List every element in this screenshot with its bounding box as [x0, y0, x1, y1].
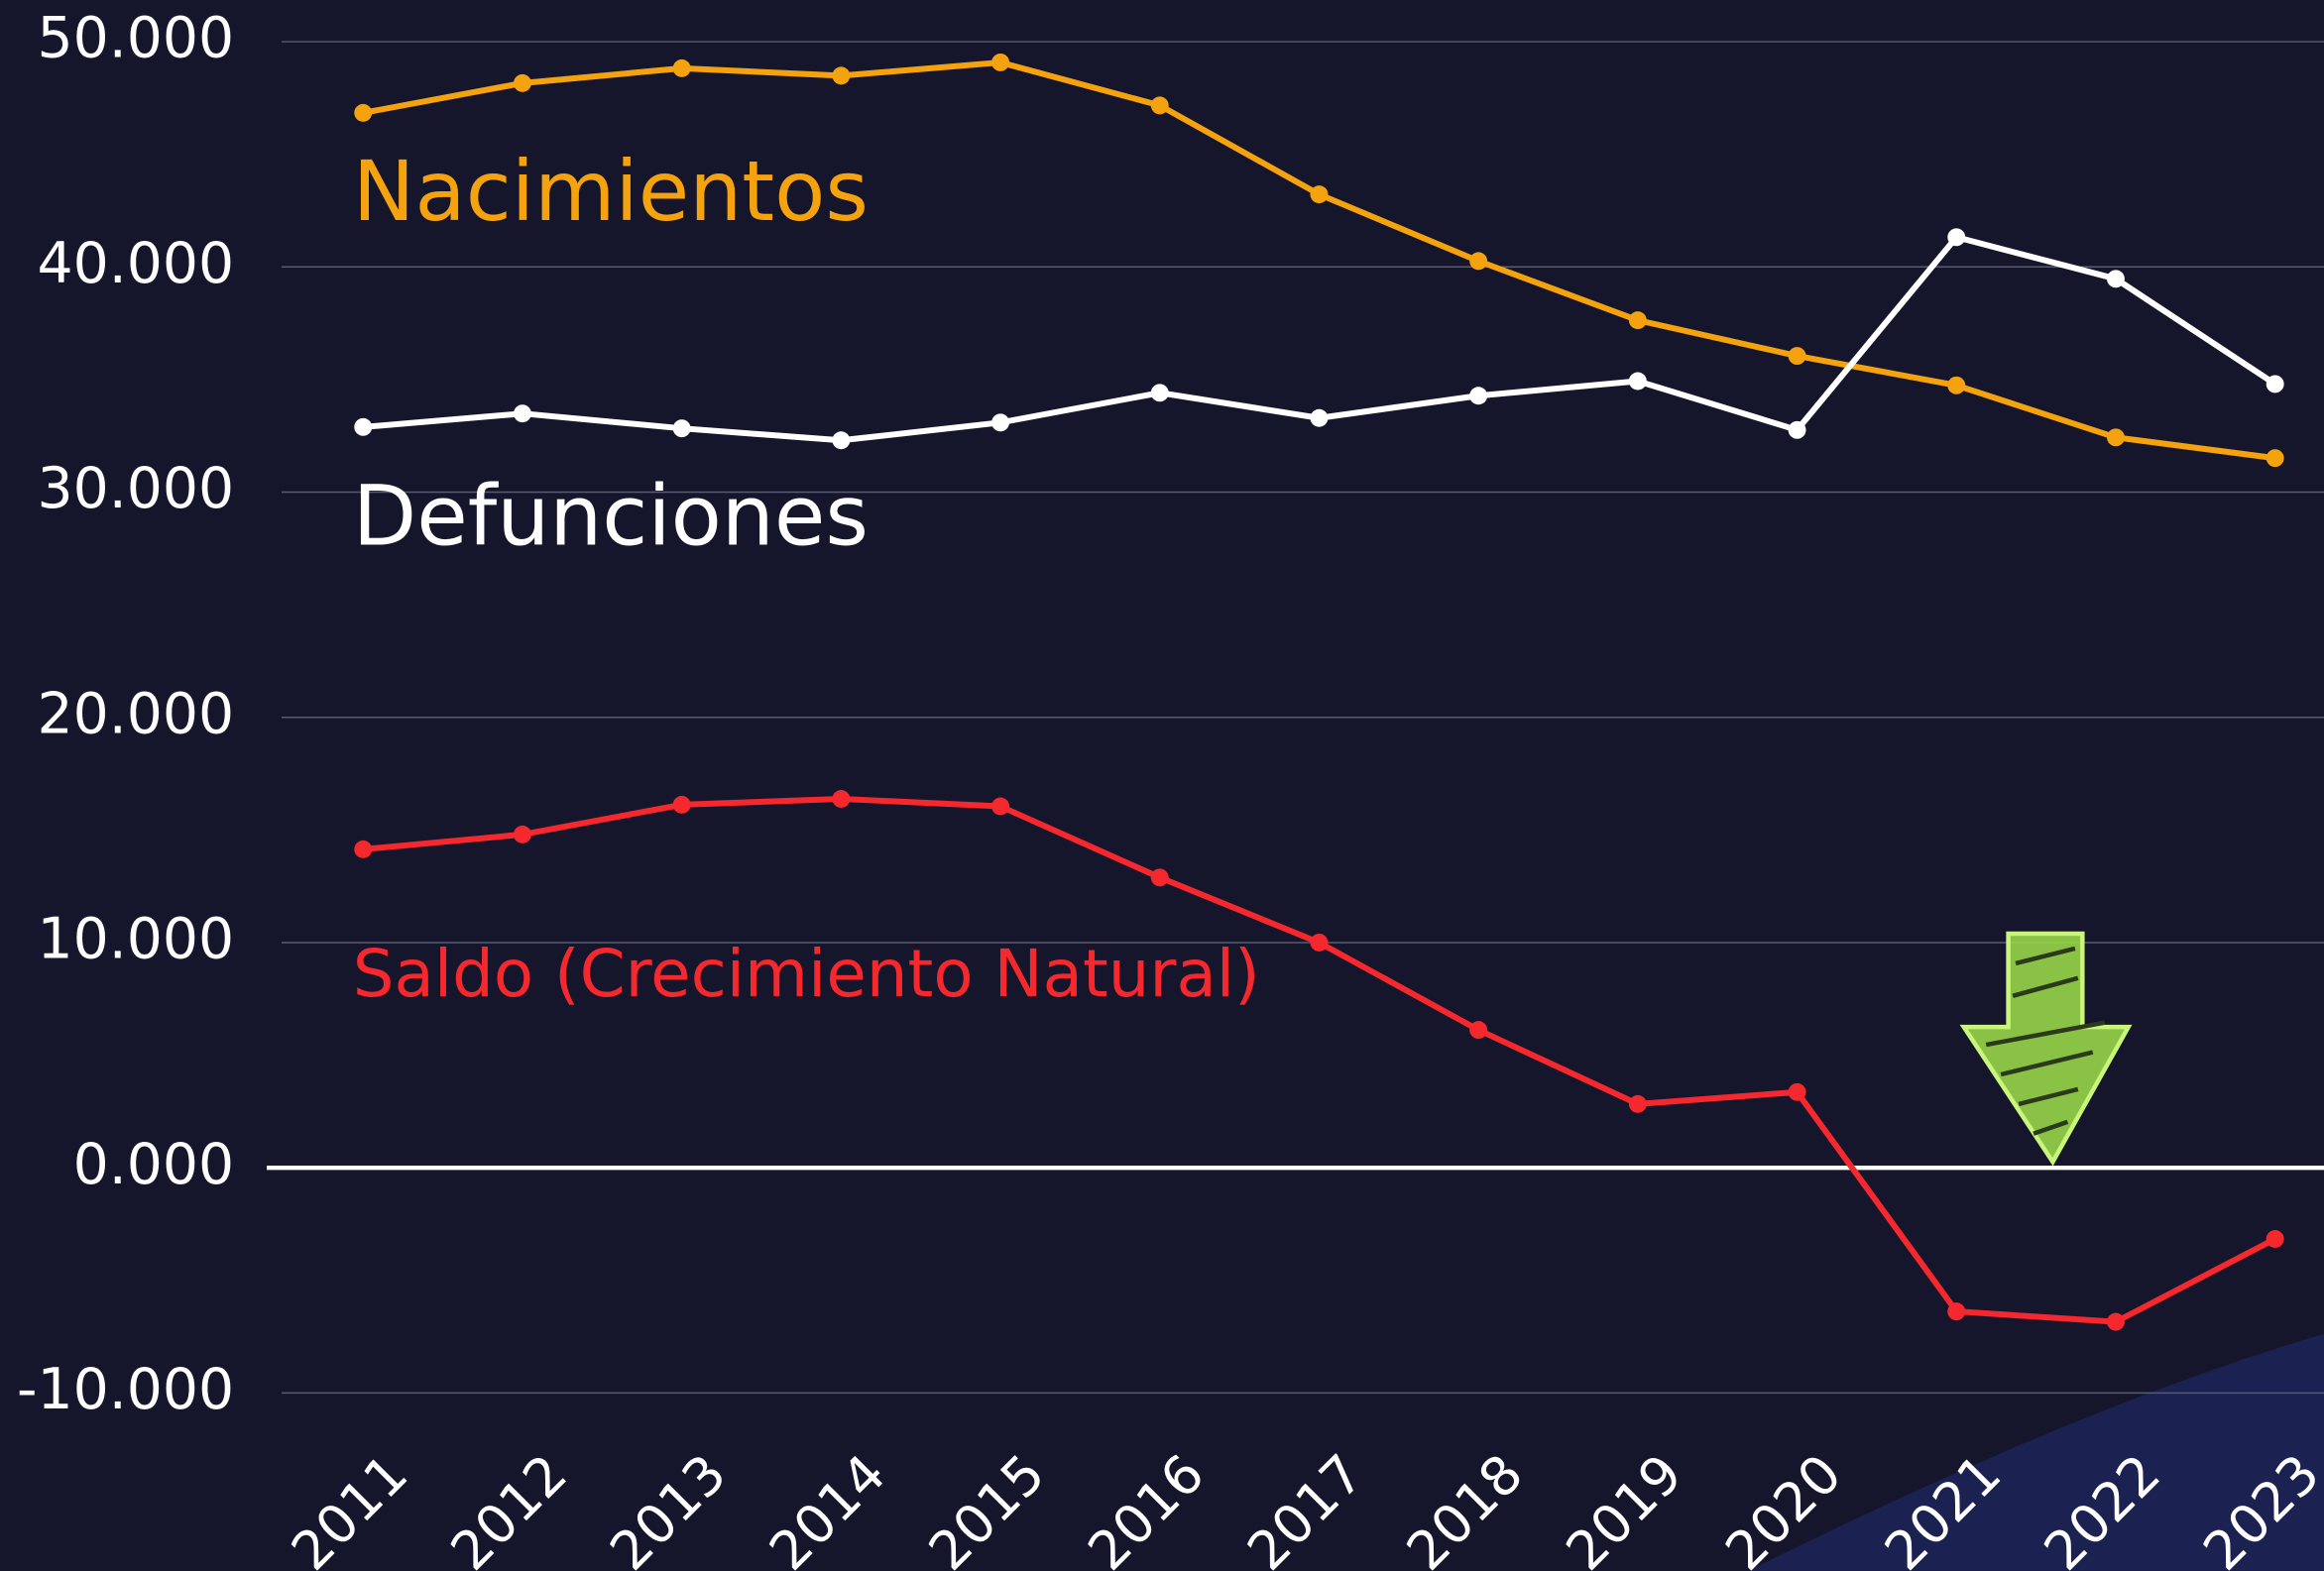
data-point: [1469, 1021, 1488, 1040]
data-point: [354, 840, 373, 858]
data-point: [2266, 1230, 2284, 1248]
data-point: [2106, 428, 2125, 447]
arrow: [1959, 931, 2133, 1167]
arrow-hatching: [1985, 946, 2106, 1136]
legend-label: Saldo (Crecimiento Natural): [353, 936, 1260, 1012]
y-tick-label: 10.000: [37, 907, 234, 972]
data-point: [832, 66, 851, 85]
legend-label: Nacimientos: [353, 143, 869, 240]
data-point: [991, 413, 1010, 432]
data-point: [1150, 96, 1169, 115]
data-point: [1947, 228, 1966, 247]
data-point: [991, 53, 1010, 71]
data-point: [2266, 375, 2284, 393]
data-point: [1310, 933, 1329, 952]
data-point: [2266, 449, 2284, 468]
data-point: [354, 103, 373, 122]
data-point: [1150, 384, 1169, 402]
y-tick-label: 0.000: [73, 1132, 235, 1197]
data-point: [672, 58, 691, 77]
data-point: [1628, 1094, 1647, 1113]
data-point: [513, 73, 531, 92]
data-point: [513, 404, 531, 423]
arrow-annotation: [1959, 931, 2133, 1167]
data-point: [1628, 372, 1647, 391]
data-point: [2106, 1312, 2125, 1331]
data-point: [1788, 1082, 1806, 1101]
data-point: [672, 419, 691, 438]
y-tick-label: 30.000: [37, 456, 234, 521]
data-point: [1788, 347, 1806, 366]
data-point: [354, 417, 373, 436]
plot: Nacimientos Defunciones Saldo (Crecimiento…: [353, 53, 2284, 1331]
data-point: [2106, 270, 2125, 288]
data-point: [513, 825, 531, 843]
data-point: [672, 795, 691, 814]
legend-label: Defunciones: [353, 467, 869, 564]
y-tick-label: 40.000: [37, 231, 234, 296]
data-point: [1788, 420, 1806, 439]
y-tick-label: 50.000: [37, 6, 234, 71]
data-point: [832, 431, 851, 450]
data-point: [1469, 252, 1488, 271]
y-tick-label: -10.000: [17, 1357, 234, 1422]
data-point: [832, 790, 851, 808]
data-point: [1628, 311, 1647, 330]
data-point: [991, 797, 1010, 816]
data-point: [1947, 376, 1966, 394]
data-point: [1310, 408, 1329, 427]
data-point: [1310, 185, 1329, 204]
data-point: [1150, 868, 1169, 887]
data-point: [1947, 1302, 1966, 1321]
y-tick-label: 20.000: [37, 681, 234, 746]
data-point: [1469, 387, 1488, 405]
